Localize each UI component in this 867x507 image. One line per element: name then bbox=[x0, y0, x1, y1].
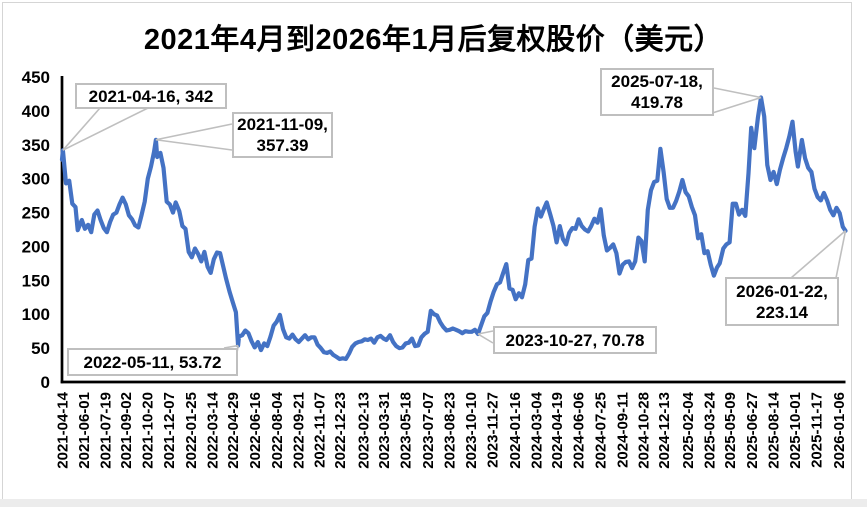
annotation-leader-line bbox=[835, 230, 847, 279]
y-axis-tick-label: 300 bbox=[22, 170, 50, 189]
y-axis-tick-label: 200 bbox=[22, 237, 50, 256]
x-axis-tick-label: 2023-05-18 bbox=[398, 392, 415, 469]
x-axis-tick-label: 2022-06-16 bbox=[247, 392, 264, 469]
x-axis-tick-label: 2022-09-21 bbox=[290, 392, 307, 469]
x-axis-tick-label: 2021-10-20 bbox=[139, 392, 156, 469]
price-line-series bbox=[59, 95, 848, 362]
x-axis-tick-label: 2024-10-28 bbox=[635, 392, 652, 469]
annotation-leader-line bbox=[155, 138, 233, 151]
x-axis-tick-label: 2023-02-13 bbox=[356, 392, 373, 469]
x-axis-tick-label: 2021-09-02 bbox=[118, 392, 135, 469]
x-axis-tick-label: 2023-03-31 bbox=[376, 392, 393, 469]
x-axis-tick-label: 2022-01-25 bbox=[183, 392, 200, 469]
annotation-text-line: 223.14 bbox=[756, 302, 808, 322]
x-axis-tick-label: 2024-07-25 bbox=[593, 392, 610, 469]
x-axis-tick-label: 2023-07-07 bbox=[420, 392, 437, 469]
annotation-text-line: 2022-05-11, 53.72 bbox=[83, 352, 222, 372]
x-axis-tick-label: 2021-12-07 bbox=[161, 392, 178, 469]
annotation-2021-04-16: 2021-04-16, 342 bbox=[75, 83, 227, 109]
annotation-text-line: 419.78 bbox=[631, 93, 683, 112]
x-axis-tick-label: 2021-04-14 bbox=[55, 391, 72, 468]
y-axis-tick-label: 100 bbox=[22, 305, 50, 324]
y-axis-tick-label: 50 bbox=[31, 339, 50, 358]
x-axis-tick-label: 2021-07-19 bbox=[98, 392, 115, 469]
y-axis-tick-label: 0 bbox=[41, 373, 50, 392]
y-axis-tick-label: 150 bbox=[22, 271, 50, 290]
annotation-text-line: 2021-04-16, 342 bbox=[88, 86, 214, 106]
annotation-leader-line bbox=[477, 330, 494, 335]
annotation-leader-line bbox=[705, 96, 762, 116]
annotation-text-line: 357.39 bbox=[256, 136, 309, 155]
x-axis-tick-label: 2022-03-14 bbox=[205, 391, 222, 468]
annotation-leader-line bbox=[155, 123, 233, 141]
y-axis-tick-label: 450 bbox=[22, 68, 50, 87]
x-axis-tick-label: 2025-08-14 bbox=[766, 391, 783, 468]
x-axis-tick-label: 2025-02-04 bbox=[680, 391, 697, 468]
annotation-2025-07-18: 2025-07-18, 419.78 bbox=[600, 68, 714, 116]
x-axis-tick-label: 2025-11-17 bbox=[808, 392, 825, 468]
x-axis-tick-label: 2022-04-29 bbox=[225, 392, 242, 469]
annotation-text-line: 2026-01-22, bbox=[736, 281, 828, 301]
x-axis-tick-label: 2024-03-04 bbox=[528, 391, 545, 468]
y-axis-tick-label: 350 bbox=[22, 136, 50, 155]
annotation-2022-05-11: 2022-05-11, 53.72 bbox=[67, 348, 238, 376]
annotation-text-line: 2021-11-09, bbox=[237, 115, 328, 134]
y-axis-tick-label: 250 bbox=[22, 204, 50, 223]
x-axis-tick-label: 2025-06-27 bbox=[744, 392, 761, 469]
x-axis-tick-label: 2022-12-23 bbox=[332, 392, 349, 469]
annotation-leader-line bbox=[790, 230, 847, 279]
bottom-edge-strip bbox=[0, 499, 867, 507]
annotation-leader-line bbox=[62, 107, 101, 151]
annotation-2023-10-27: 2023-10-27, 70.78 bbox=[493, 326, 657, 354]
x-axis-tick-label: 2025-03-24 bbox=[701, 391, 718, 468]
annotation-leader-line bbox=[477, 333, 494, 344]
x-axis-tick-label: 2025-05-09 bbox=[722, 392, 739, 469]
x-axis-tick-label: 2022-11-07 bbox=[311, 392, 328, 468]
x-axis-tick-label: 2026-01-06 bbox=[831, 392, 848, 469]
x-axis-tick-label: 2024-06-06 bbox=[571, 392, 588, 469]
annotation-leader-line bbox=[223, 344, 239, 349]
annotation-text-line: 2025-07-18, bbox=[611, 72, 703, 91]
chart-title: 2021年4月到2026年1月后复权股价（美元） bbox=[143, 24, 724, 56]
annotation-2026-01-22: 2026-01-22, 223.14 bbox=[725, 277, 839, 326]
x-axis-tick-label: 2025-10-01 bbox=[787, 392, 804, 469]
x-axis-tick-label: 2024-04-19 bbox=[549, 392, 566, 469]
y-axis-tick-label: 400 bbox=[22, 102, 50, 121]
x-axis-tick-label: 2024-09-11 bbox=[614, 392, 631, 468]
annotation-2021-11-09: 2021-11-09, 357.39 bbox=[232, 112, 333, 158]
x-axis-tick-label: 2024-12-13 bbox=[656, 392, 673, 469]
annotation-text-line: 2023-10-27, 70.78 bbox=[505, 330, 645, 350]
annotation-leader-line bbox=[713, 87, 762, 99]
x-axis-tick-label: 2023-08-23 bbox=[441, 392, 458, 469]
annotation-leader-line bbox=[62, 107, 149, 151]
x-axis-tick-label: 2021-06-01 bbox=[76, 392, 93, 469]
x-axis-tick-label: 2023-11-27 bbox=[484, 392, 501, 468]
x-axis-tick-label: 2023-10-10 bbox=[463, 392, 480, 469]
x-axis-tick-label: 2022-08-04 bbox=[269, 391, 286, 468]
x-axis-tick-label: 2024-01-16 bbox=[507, 392, 524, 469]
